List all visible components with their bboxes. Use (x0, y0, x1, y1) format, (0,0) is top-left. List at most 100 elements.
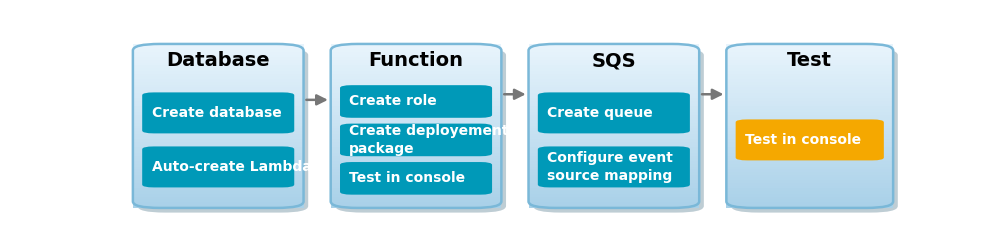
Bar (529, 194, 699, 197)
Bar (529, 150, 699, 153)
Bar (727, 142, 893, 145)
Bar (133, 120, 303, 123)
Bar (133, 147, 303, 151)
Bar (727, 82, 893, 85)
Bar (330, 46, 502, 49)
Bar (133, 164, 303, 167)
Bar (529, 65, 699, 68)
Bar (330, 54, 502, 58)
FancyBboxPatch shape (335, 49, 507, 212)
Bar (330, 123, 502, 126)
Bar (330, 147, 502, 151)
Bar (133, 153, 303, 156)
Bar (727, 153, 893, 156)
Bar (330, 71, 502, 74)
Bar (133, 186, 303, 189)
Bar (330, 161, 502, 164)
Bar (133, 52, 303, 55)
Bar (727, 197, 893, 200)
Bar (330, 65, 502, 68)
Bar (330, 90, 502, 93)
Bar (133, 63, 303, 66)
Bar (133, 84, 303, 88)
Bar (727, 128, 893, 131)
Bar (727, 134, 893, 137)
Bar (529, 120, 699, 123)
Bar (529, 71, 699, 74)
Bar (133, 79, 303, 82)
Bar (727, 68, 893, 71)
Bar (330, 106, 502, 110)
FancyBboxPatch shape (142, 92, 294, 133)
Bar (133, 71, 303, 74)
Bar (529, 68, 699, 71)
Bar (330, 98, 502, 101)
Bar (133, 57, 303, 60)
Bar (727, 183, 893, 186)
Bar (330, 126, 502, 129)
Bar (330, 199, 502, 203)
Bar (133, 166, 303, 170)
Bar (727, 150, 893, 153)
Bar (330, 104, 502, 107)
Bar (330, 49, 502, 52)
Bar (133, 145, 303, 148)
Bar (330, 156, 502, 159)
Bar (330, 166, 502, 170)
Text: Test in console: Test in console (745, 133, 861, 147)
Bar (330, 87, 502, 91)
Text: Configure event
source mapping: Configure event source mapping (548, 151, 673, 182)
Bar (727, 172, 893, 175)
Bar (727, 158, 893, 161)
Bar (330, 191, 502, 194)
Bar (330, 153, 502, 156)
Bar (727, 161, 893, 164)
Bar (330, 112, 502, 115)
Bar (133, 194, 303, 197)
Bar (133, 96, 303, 98)
Bar (529, 186, 699, 189)
Bar (133, 123, 303, 126)
Bar (133, 112, 303, 115)
Bar (133, 199, 303, 203)
Bar (529, 166, 699, 170)
Bar (330, 44, 502, 47)
Bar (727, 101, 893, 104)
Bar (529, 158, 699, 161)
Text: Create role: Create role (349, 94, 437, 108)
Text: Database: Database (166, 51, 270, 70)
Bar (133, 189, 303, 191)
Bar (330, 172, 502, 175)
Bar (330, 84, 502, 88)
Bar (133, 68, 303, 71)
Bar (727, 60, 893, 63)
Bar (529, 189, 699, 191)
Bar (133, 46, 303, 49)
Text: Create queue: Create queue (548, 106, 653, 120)
Bar (330, 115, 502, 118)
Bar (727, 164, 893, 167)
Bar (529, 191, 699, 194)
Bar (529, 74, 699, 77)
Bar (727, 93, 893, 96)
Bar (133, 161, 303, 164)
Bar (529, 164, 699, 167)
Bar (133, 128, 303, 131)
Bar (727, 156, 893, 159)
Bar (529, 98, 699, 101)
Bar (330, 131, 502, 134)
Bar (330, 183, 502, 186)
Bar (727, 98, 893, 101)
Bar (133, 87, 303, 91)
FancyBboxPatch shape (137, 49, 308, 212)
Bar (330, 79, 502, 82)
Bar (133, 54, 303, 58)
Bar (133, 136, 303, 140)
Bar (330, 169, 502, 172)
Bar (727, 136, 893, 140)
Text: Test in console: Test in console (349, 171, 465, 185)
Bar (133, 197, 303, 200)
Bar (727, 57, 893, 60)
Bar (133, 44, 303, 47)
Bar (529, 136, 699, 140)
